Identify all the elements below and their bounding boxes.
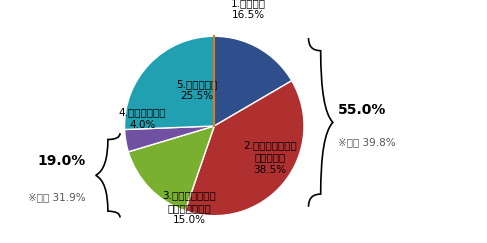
Wedge shape (214, 36, 292, 126)
Text: 2.どちらかといえ
ばそう思う
38.5%: 2.どちらかといえ ばそう思う 38.5% (243, 140, 297, 175)
Text: 1.そう思う
16.5%: 1.そう思う 16.5% (231, 0, 266, 20)
Text: 3.どちらかといえ
ばそう思わない
15.0%: 3.どちらかといえ ばそう思わない 15.0% (162, 191, 216, 226)
Text: 55.0%: 55.0% (337, 103, 386, 117)
Wedge shape (185, 81, 304, 216)
Text: 19.0%: 19.0% (37, 154, 86, 168)
Wedge shape (125, 126, 214, 152)
Text: ※前回 31.9%: ※前回 31.9% (28, 192, 86, 202)
Wedge shape (125, 36, 214, 130)
Text: 5.わからない
25.5%: 5.わからない 25.5% (176, 79, 217, 101)
Wedge shape (129, 126, 214, 211)
Text: 4.そう思わない
4.0%: 4.そう思わない 4.0% (119, 108, 166, 130)
Text: ※前回 39.8%: ※前回 39.8% (337, 137, 395, 147)
